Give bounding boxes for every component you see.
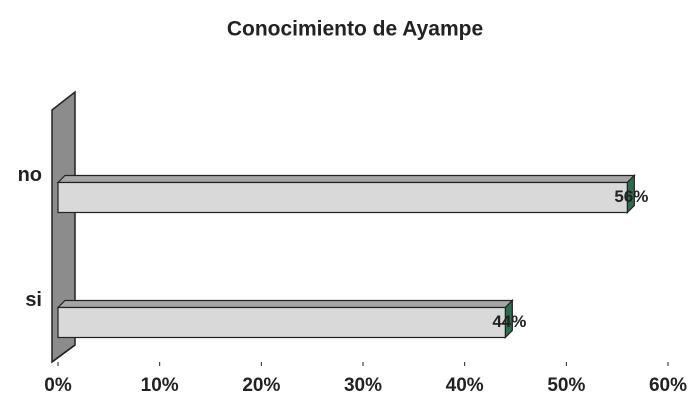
chart-title: Conocimiento de Ayampe [227, 18, 483, 41]
data-label: 44% [492, 312, 526, 331]
data-label: 56% [614, 187, 648, 206]
bar [57, 181, 628, 214]
bar-top [56, 299, 514, 309]
y-tick-label: si [25, 289, 42, 311]
x-tick-label: 60% [649, 375, 687, 396]
x-tick-label: 10% [141, 375, 179, 396]
bar-top [56, 174, 636, 184]
x-tick-label: 40% [446, 375, 484, 396]
y-tick-label: no [18, 164, 42, 186]
floor-edge [51, 344, 76, 363]
bar [57, 306, 506, 339]
x-tick-label: 20% [242, 375, 280, 396]
x-tick-label: 50% [547, 375, 585, 396]
x-tick-label: 30% [344, 375, 382, 396]
x-tick-label: 0% [44, 375, 72, 396]
